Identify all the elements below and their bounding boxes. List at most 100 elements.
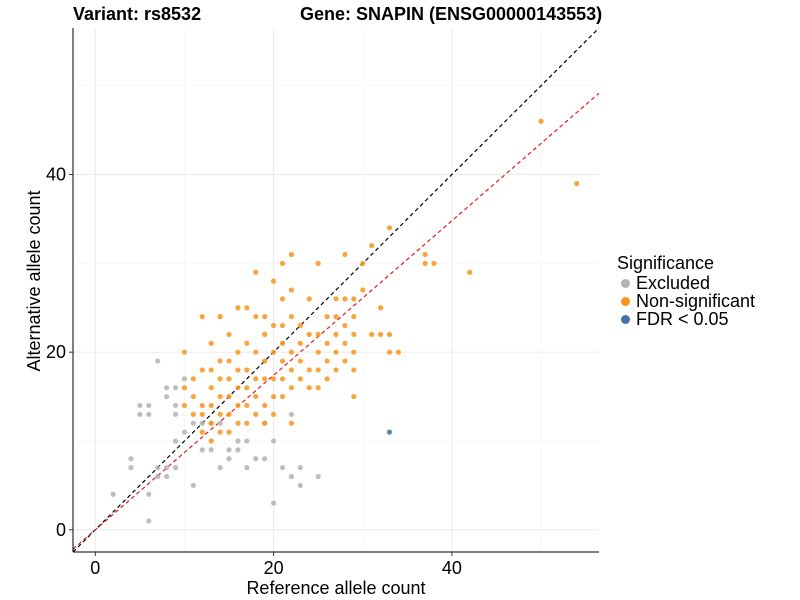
point-excluded xyxy=(155,473,161,480)
point-non-significant xyxy=(235,349,241,355)
point-excluded xyxy=(164,465,170,471)
point-excluded xyxy=(155,358,161,364)
point-non-significant xyxy=(333,349,339,355)
point-non-significant xyxy=(226,429,232,435)
point-excluded xyxy=(315,473,321,480)
y-axis-label: Alternative allele count xyxy=(24,190,44,371)
point-non-significant xyxy=(244,367,250,373)
point-non-significant xyxy=(279,393,286,400)
point-non-significant xyxy=(253,314,259,320)
point-excluded xyxy=(181,376,188,382)
point-non-significant xyxy=(324,340,330,346)
legend-item-non-significant: Non-significant xyxy=(617,290,756,311)
point-non-significant xyxy=(306,385,312,391)
point-non-significant xyxy=(306,296,312,302)
point-non-significant xyxy=(297,322,303,329)
point-excluded xyxy=(164,393,170,400)
point-excluded xyxy=(270,500,277,506)
point-non-significant xyxy=(386,349,393,355)
point-excluded xyxy=(164,385,170,391)
point-non-significant xyxy=(422,251,428,258)
point-non-significant xyxy=(360,260,366,266)
point-excluded xyxy=(172,402,179,409)
point-non-significant xyxy=(226,331,232,338)
point-non-significant xyxy=(253,349,259,355)
point-excluded xyxy=(208,447,214,453)
point-non-significant xyxy=(253,411,259,417)
point-non-significant xyxy=(288,420,295,426)
point-non-significant xyxy=(235,402,241,409)
point-non-significant xyxy=(386,225,393,231)
point-non-significant xyxy=(377,331,384,338)
point-non-significant xyxy=(181,349,188,355)
legend-dot-excluded xyxy=(621,278,630,288)
point-non-significant xyxy=(297,376,303,382)
point-non-significant xyxy=(262,331,268,338)
point-excluded xyxy=(146,411,152,417)
x-axis-label: Reference allele count xyxy=(246,578,425,598)
point-non-significant xyxy=(244,305,250,311)
reference-lines xyxy=(73,28,599,552)
axes xyxy=(69,28,599,556)
point-non-significant xyxy=(226,393,232,400)
point-non-significant xyxy=(342,340,348,346)
x-tick-label: 40 xyxy=(442,558,462,578)
point-non-significant xyxy=(262,314,268,320)
point-non-significant xyxy=(217,429,223,435)
point-non-significant xyxy=(270,376,277,382)
point-excluded xyxy=(235,447,241,453)
point-non-significant xyxy=(279,340,286,346)
point-non-significant xyxy=(208,385,214,391)
point-non-significant xyxy=(253,269,259,275)
reference-line-identity xyxy=(73,28,599,552)
point-non-significant xyxy=(351,349,357,355)
x-tick-label: 0 xyxy=(90,558,100,578)
point-non-significant xyxy=(270,349,277,355)
variant-title: Variant: rs8532 xyxy=(73,4,202,24)
point-non-significant xyxy=(351,314,357,320)
point-non-significant xyxy=(342,251,348,258)
legend-label-non-significant: Non-significant xyxy=(636,290,756,311)
point-non-significant xyxy=(235,385,241,391)
point-non-significant xyxy=(315,367,321,373)
point-non-significant xyxy=(253,393,259,400)
point-non-significant xyxy=(262,358,268,364)
point-non-significant xyxy=(262,376,268,382)
legend-item-excluded: Excluded xyxy=(617,273,755,293)
point-non-significant xyxy=(315,331,321,338)
point-excluded xyxy=(297,482,303,488)
point-non-significant xyxy=(297,340,303,346)
point-non-significant xyxy=(297,358,303,364)
point-non-significant xyxy=(342,296,348,302)
point-non-significant xyxy=(395,349,402,355)
point-excluded xyxy=(270,438,277,444)
reference-line-fitted xyxy=(73,92,599,550)
point-non-significant xyxy=(324,314,330,320)
point-non-significant xyxy=(360,287,366,293)
point-non-significant xyxy=(351,331,357,338)
point-non-significant xyxy=(262,402,268,409)
y-tick-label: 40 xyxy=(46,165,66,185)
point-excluded xyxy=(146,491,152,497)
point-excluded xyxy=(217,420,223,426)
point-non-significant xyxy=(244,420,250,426)
point-non-significant xyxy=(208,340,214,346)
point-excluded xyxy=(190,420,196,426)
x-tick-label: 20 xyxy=(264,558,284,578)
point-non-significant xyxy=(288,349,295,355)
legend-item-fdr: FDR < 0.05 xyxy=(617,309,755,329)
point-non-significant xyxy=(262,420,268,426)
point-non-significant xyxy=(351,393,357,400)
point-non-significant xyxy=(431,260,437,266)
point-excluded xyxy=(146,402,152,409)
point-non-significant xyxy=(306,367,312,373)
point-non-significant xyxy=(208,402,214,409)
point-non-significant xyxy=(270,322,277,329)
point-non-significant xyxy=(351,367,357,373)
point-non-significant xyxy=(235,305,241,311)
point-non-significant xyxy=(279,322,286,329)
point-non-significant xyxy=(190,376,196,382)
point-excluded xyxy=(110,491,116,497)
point-non-significant xyxy=(208,438,214,444)
legend-title: Significance xyxy=(617,253,715,273)
